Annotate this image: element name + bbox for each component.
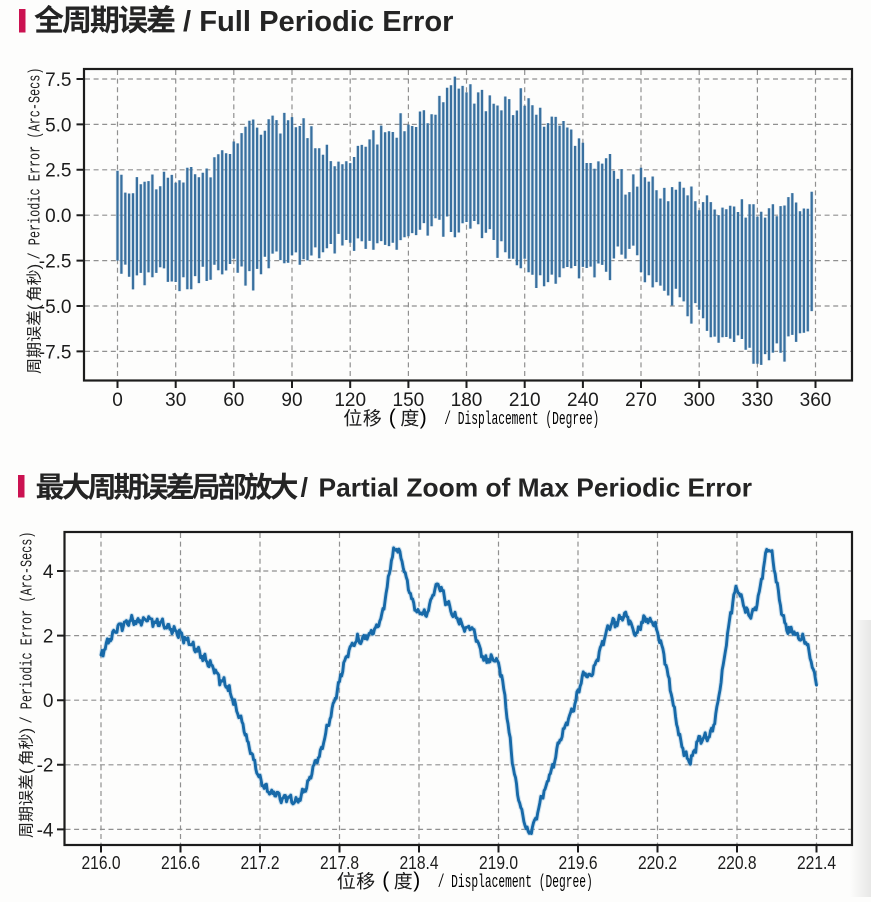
svg-text:0: 0 xyxy=(112,390,123,411)
svg-text:300: 300 xyxy=(683,390,715,411)
svg-text:360: 360 xyxy=(800,390,832,411)
svg-text:240: 240 xyxy=(567,390,599,411)
svg-text:5.0: 5.0 xyxy=(45,115,71,136)
svg-text:218.4: 218.4 xyxy=(400,853,439,873)
svg-text:/ Periodic Error (Arc-Secs): / Periodic Error (Arc-Secs) xyxy=(27,68,46,260)
svg-text:(: ( xyxy=(25,304,44,310)
svg-text:2.5: 2.5 xyxy=(45,161,71,182)
svg-text:(: ( xyxy=(389,406,396,429)
svg-text:): ) xyxy=(25,264,44,270)
svg-text:Partial Zoom of Max Periodic E: Partial Zoom of Max Periodic Error xyxy=(319,473,753,503)
svg-text:/: / xyxy=(301,473,309,503)
svg-text:(: ( xyxy=(382,869,389,892)
svg-text:217.8: 217.8 xyxy=(320,853,359,873)
svg-text:-4: -4 xyxy=(37,820,54,841)
svg-text:): ) xyxy=(413,869,420,892)
svg-text:4: 4 xyxy=(43,562,54,583)
svg-text:-2.5: -2.5 xyxy=(39,252,72,273)
svg-text:219.6: 219.6 xyxy=(559,853,598,873)
svg-text:216.6: 216.6 xyxy=(161,853,200,873)
svg-text:-7.5: -7.5 xyxy=(39,342,72,363)
svg-text:(: ( xyxy=(17,768,36,774)
svg-text:90: 90 xyxy=(281,390,302,411)
svg-text:): ) xyxy=(17,728,36,734)
svg-text:210: 210 xyxy=(509,390,541,411)
svg-text:60: 60 xyxy=(223,390,244,411)
svg-text:217.2: 217.2 xyxy=(241,853,280,873)
svg-text:221.4: 221.4 xyxy=(797,853,836,873)
svg-text:330: 330 xyxy=(742,390,774,411)
svg-text:150: 150 xyxy=(393,390,425,411)
svg-text:/ Displacement (Degree): / Displacement (Degree) xyxy=(438,873,593,893)
svg-text:180: 180 xyxy=(451,390,483,411)
svg-text:-2: -2 xyxy=(37,756,54,777)
svg-text:-5.0: -5.0 xyxy=(39,297,72,318)
svg-text:120: 120 xyxy=(334,390,366,411)
svg-text:2: 2 xyxy=(43,627,54,648)
svg-text:270: 270 xyxy=(625,390,657,411)
svg-text:/ Displacement (Degree): / Displacement (Degree) xyxy=(444,410,599,430)
svg-text:0.0: 0.0 xyxy=(45,206,71,227)
svg-text:/ Full Periodic Error: / Full Periodic Error xyxy=(183,6,454,38)
svg-text:): ) xyxy=(420,406,427,429)
svg-text:30: 30 xyxy=(165,390,186,411)
svg-text:0: 0 xyxy=(43,691,54,712)
svg-text:220.2: 220.2 xyxy=(638,853,677,873)
svg-text:220.8: 220.8 xyxy=(718,853,757,873)
svg-text:216.0: 216.0 xyxy=(82,853,121,873)
svg-text:/ Periodic Error (Arc-Secs): / Periodic Error (Arc-Secs) xyxy=(19,532,38,724)
svg-text:7.5: 7.5 xyxy=(45,70,71,91)
svg-text:219.0: 219.0 xyxy=(479,853,518,873)
